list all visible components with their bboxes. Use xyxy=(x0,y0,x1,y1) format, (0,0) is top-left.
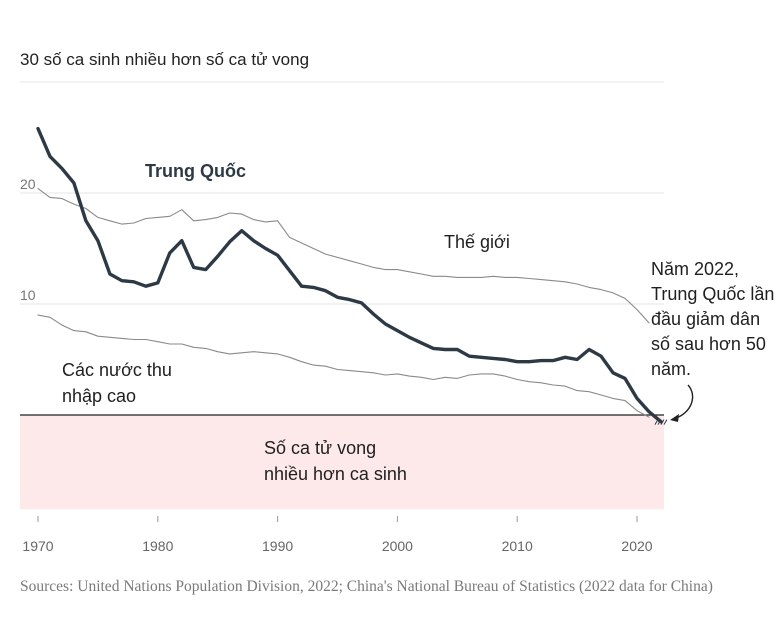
gridlines xyxy=(20,81,664,416)
series-label-high-income-1: Các nước thu xyxy=(62,360,172,380)
y-tick-label-10: 10 xyxy=(20,287,36,303)
x-tick-label-2010: 2010 xyxy=(502,538,533,554)
y-tick-labels: 10 20 xyxy=(20,176,36,303)
callout-line-1: Năm 2022, xyxy=(651,259,740,279)
x-tick-label-2000: 2000 xyxy=(382,538,413,554)
series-label-high-income-2: nhập cao xyxy=(62,386,137,406)
negative-region xyxy=(20,415,664,510)
x-tick-label-1990: 1990 xyxy=(262,538,293,554)
negative-region-label-2: nhiều hơn ca sinh xyxy=(264,464,407,484)
series-line-world xyxy=(37,188,650,324)
source-note: Sources: United Nations Population Divis… xyxy=(20,578,713,595)
series-lines xyxy=(36,126,668,425)
series-label-china: Trung Quốc xyxy=(145,161,246,181)
callout-line-2: Trung Quốc lần xyxy=(651,284,775,304)
series-line-china xyxy=(36,126,663,424)
callout-line-5: năm. xyxy=(651,359,692,379)
negative-region-label-1: Số ca tử vong xyxy=(264,438,377,458)
chart-top-label: 30 số ca sinh nhiều hơn số ca tử vong xyxy=(20,50,310,69)
x-tick-label-1980: 1980 xyxy=(142,538,173,554)
callout-line-3: đầu giảm dân xyxy=(651,309,761,329)
x-tick-label-1970: 1970 xyxy=(22,538,53,554)
x-tick-labels: 1970 1980 1990 2000 2010 2020 xyxy=(22,516,653,554)
series-label-world: Thế giới xyxy=(444,232,510,252)
series-line-high-income xyxy=(37,314,650,418)
y-tick-label-20: 20 xyxy=(20,176,36,192)
callout-line-4: số sau hơn 50 xyxy=(651,334,766,354)
callout-arrow xyxy=(670,384,694,422)
x-tick-label-2020: 2020 xyxy=(621,538,652,554)
final-point-marker-china xyxy=(654,419,668,425)
